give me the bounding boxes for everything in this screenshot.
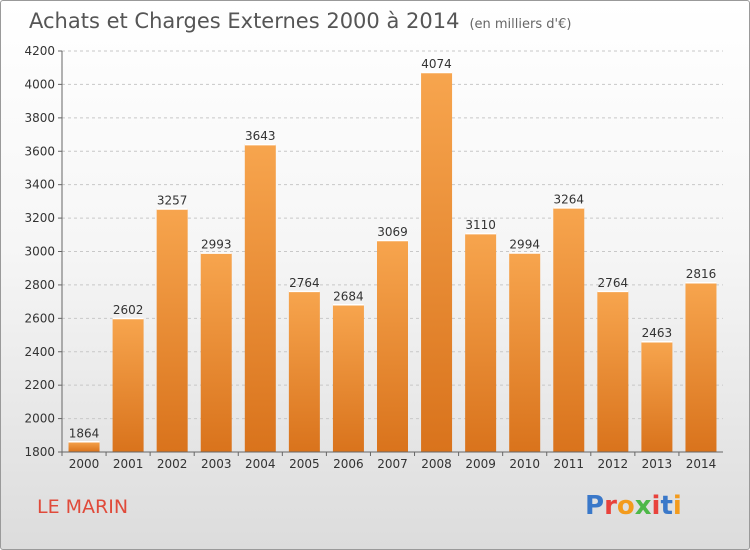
x-tick-label: 2007 (377, 457, 408, 471)
bar (685, 282, 717, 452)
x-tick-label: 2006 (333, 457, 364, 471)
data-label: 2994 (509, 238, 540, 252)
bar (332, 304, 364, 452)
logo-letter: i (672, 491, 682, 521)
data-label: 2764 (598, 276, 629, 290)
bar (112, 317, 144, 452)
logo-letter: t (660, 491, 673, 521)
bar (509, 252, 541, 452)
x-tick-label: 2002 (157, 457, 188, 471)
data-label: 1864 (69, 426, 100, 440)
data-label: 3643 (245, 129, 276, 143)
x-tick-label: 2005 (289, 457, 320, 471)
x-tick-label: 2012 (598, 457, 629, 471)
x-tick-label: 2004 (245, 457, 276, 471)
proxiti-logo: Proxiti (585, 491, 682, 521)
x-tick-label: 2000 (69, 457, 100, 471)
bars: 1864 2602 3257 2993 3643 2764 2684 3069 4074 3110… (68, 57, 717, 453)
bar (288, 290, 320, 452)
data-label: 2993 (201, 238, 232, 252)
y-tick-label: 3000 (24, 245, 55, 259)
y-tick-label: 1800 (24, 445, 55, 459)
bar (421, 72, 453, 453)
commune-name: LE MARIN (37, 496, 129, 518)
chart-title-text: Achats et Charges Externes 2000 à 2014 (29, 9, 460, 33)
logo-letter: i (651, 491, 661, 521)
bar (200, 252, 232, 452)
axes: 1800 2000 2200 2400 2600 2800 3000 3200 3400 3600… (24, 44, 723, 471)
y-tick-label: 2400 (24, 345, 55, 359)
x-tick-label: 2010 (509, 457, 540, 471)
chart-title: Achats et Charges Externes 2000 à 2014 (e… (29, 9, 571, 33)
x-tick-label: 2011 (553, 457, 584, 471)
x-tick-label: 2014 (686, 457, 717, 471)
y-tick-label: 2600 (24, 311, 55, 325)
data-label: 2463 (642, 326, 673, 340)
data-label: 3264 (553, 192, 584, 206)
data-label: 2816 (686, 267, 717, 281)
bar (68, 441, 100, 452)
bar (465, 233, 497, 452)
y-tick-label: 3800 (24, 111, 55, 125)
data-label: 3069 (377, 225, 408, 239)
x-tick-label: 2013 (642, 457, 673, 471)
y-tick-label: 2200 (24, 378, 55, 392)
x-tick-label: 2009 (465, 457, 496, 471)
logo-letter: o (616, 491, 635, 521)
y-tick-label: 4000 (24, 77, 55, 91)
y-tick-label: 2000 (24, 412, 55, 426)
chart-unit: (en milliers d'€) (469, 17, 572, 32)
bar (641, 341, 673, 452)
data-label: 4074 (421, 57, 452, 71)
data-label: 2764 (289, 276, 320, 290)
data-label: 2684 (333, 289, 364, 303)
logo-letter: r (604, 491, 617, 521)
x-tick-label: 2003 (201, 457, 232, 471)
data-label: 3257 (157, 194, 188, 208)
bar (553, 207, 585, 452)
logo-letter: x (634, 491, 652, 521)
y-tick-label: 2800 (24, 278, 55, 292)
y-tick-label: 3400 (24, 178, 55, 192)
x-tick-label: 2008 (421, 457, 452, 471)
x-tick-label: 2001 (113, 457, 144, 471)
y-tick-label: 3200 (24, 211, 55, 225)
bar (377, 239, 408, 452)
bar (597, 290, 629, 452)
logo-letter: P (585, 491, 605, 521)
y-tick-label: 4200 (24, 44, 55, 58)
data-label: 2602 (113, 303, 144, 317)
y-tick-label: 3600 (24, 144, 55, 158)
bar (244, 144, 276, 452)
bar (156, 208, 188, 452)
data-label: 3110 (465, 218, 496, 232)
